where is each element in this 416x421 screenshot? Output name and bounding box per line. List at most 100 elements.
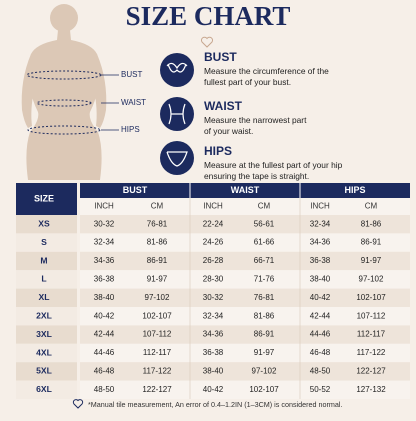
size-cell-bg xyxy=(16,325,77,344)
table-cell: 46-48 xyxy=(94,367,115,376)
row-bg xyxy=(80,343,410,363)
table-cell: 36-38 xyxy=(310,256,331,265)
table-cell: 34-36 xyxy=(310,238,331,247)
row-bg xyxy=(80,270,410,289)
table-cell: 107-112 xyxy=(357,311,386,320)
table-cell: 81-86 xyxy=(361,219,382,228)
row-bg xyxy=(80,288,410,307)
table-cell: 102-107 xyxy=(356,293,386,302)
unit-bg xyxy=(80,198,410,215)
row-bg xyxy=(80,380,410,399)
figure-label: BUST xyxy=(121,70,142,79)
table-cell: 32-34 xyxy=(94,238,115,247)
table-cell: 71-76 xyxy=(254,275,275,284)
measure-desc: of your waist. xyxy=(204,126,253,136)
size-cell: XL xyxy=(39,292,50,302)
table-cell: 86-91 xyxy=(254,330,275,339)
unit-header: CM xyxy=(365,202,378,211)
table-cell: 56-61 xyxy=(254,219,275,228)
table-cell: 91-97 xyxy=(254,348,275,357)
size-cell: M xyxy=(40,255,47,265)
figure-label: HIPS xyxy=(121,125,140,134)
size-cell-bg xyxy=(16,233,77,252)
measure-desc: Measure the narrowest part xyxy=(204,115,307,125)
size-cell-bg xyxy=(16,362,77,381)
footnote: *Manual tile measurement, An error of 0.… xyxy=(88,400,342,409)
table-cell: 38-40 xyxy=(310,275,331,284)
table-cell: 46-48 xyxy=(310,348,331,357)
size-cell-bg xyxy=(16,307,77,326)
table-cell: 48-50 xyxy=(94,385,115,394)
row-bg xyxy=(80,215,410,234)
table-cell: 42-44 xyxy=(94,330,115,339)
unit-header: INCH xyxy=(94,202,114,211)
measure-desc: Measure at the fullest part of your hip xyxy=(204,160,343,170)
table-cell: 102-107 xyxy=(142,311,172,320)
row-bg xyxy=(80,325,410,344)
group-header: HIPS xyxy=(344,185,365,195)
table-cell: 38-40 xyxy=(203,367,224,376)
table-cell: 112-117 xyxy=(143,348,172,357)
measure-title: WAIST xyxy=(204,99,243,113)
table-cell: 91-97 xyxy=(147,275,168,284)
group-header: WAIST xyxy=(231,185,260,195)
measure-desc: fullest part of your bust. xyxy=(204,77,291,87)
table-cell: 91-97 xyxy=(361,256,382,265)
unit-header: CM xyxy=(151,202,164,211)
size-cell-bg xyxy=(16,380,77,399)
size-cell-bg xyxy=(16,343,77,363)
table-cell: 117-122 xyxy=(357,348,386,357)
table-cell: 34-36 xyxy=(203,330,224,339)
table-cell: 30-32 xyxy=(94,219,115,228)
size-cell: 5XL xyxy=(36,366,52,376)
table-cell: 36-38 xyxy=(94,275,115,284)
table-cell: 44-46 xyxy=(94,348,115,357)
table-cell: 24-26 xyxy=(203,238,224,247)
table-cell: 34-36 xyxy=(94,256,115,265)
title: SIZE CHART xyxy=(126,1,291,31)
row-bg xyxy=(80,362,410,381)
figure-label: WAIST xyxy=(121,98,146,107)
size-cell-bg xyxy=(16,215,77,234)
row-bg xyxy=(80,233,410,252)
size-cell-bg xyxy=(16,270,77,289)
table-cell: 127-132 xyxy=(356,385,386,394)
row-bg xyxy=(80,251,410,271)
size-header-bg xyxy=(16,183,77,215)
table-cell: 22-24 xyxy=(203,219,224,228)
size-cell: S xyxy=(41,237,47,247)
table-cell: 50-52 xyxy=(310,385,331,394)
silhouette xyxy=(21,4,107,180)
table-cell: 40-42 xyxy=(310,293,331,302)
table-cell: 97-102 xyxy=(145,293,170,302)
size-cell: L xyxy=(41,274,46,284)
table-cell: 122-127 xyxy=(356,367,386,376)
table-cell: 26-28 xyxy=(203,256,224,265)
table-cell: 32-34 xyxy=(310,219,331,228)
table-cell: 36-38 xyxy=(203,348,224,357)
size-cell-bg xyxy=(16,251,77,271)
table-cell: 66-71 xyxy=(254,256,275,265)
table-cell: 40-42 xyxy=(94,311,115,320)
table-cell: 76-81 xyxy=(147,219,168,228)
table-cell: 28-30 xyxy=(203,275,224,284)
size-cell: XS xyxy=(38,218,50,228)
table-cell: 112-117 xyxy=(357,330,386,339)
table-cell: 48-50 xyxy=(310,367,331,376)
table-cell: 81-86 xyxy=(147,238,168,247)
table-cell: 122-127 xyxy=(142,385,172,394)
unit-header: INCH xyxy=(310,202,330,211)
table-cell: 102-107 xyxy=(249,385,279,394)
table-cell: 44-46 xyxy=(310,330,331,339)
table-cell: 40-42 xyxy=(203,385,224,394)
icon-glyphs xyxy=(166,62,188,167)
measure-desc: ensuring the tape is straight. xyxy=(204,171,309,181)
size-cell: 6XL xyxy=(36,384,52,394)
size-cell: 3XL xyxy=(36,329,52,339)
measure-title: HIPS xyxy=(204,144,232,158)
size-cell: 4XL xyxy=(36,347,52,357)
row-bg xyxy=(80,307,410,326)
size-cell-bg xyxy=(16,288,77,307)
heart xyxy=(200,36,214,48)
